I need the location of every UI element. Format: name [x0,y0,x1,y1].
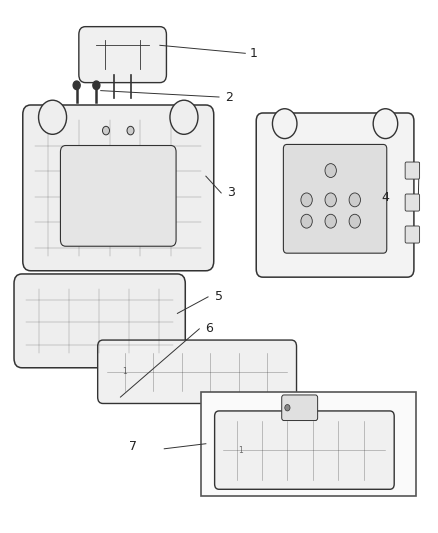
Circle shape [349,214,360,228]
Circle shape [285,405,290,411]
FancyBboxPatch shape [282,395,318,421]
FancyBboxPatch shape [201,392,416,496]
Circle shape [349,193,360,207]
FancyBboxPatch shape [14,274,185,368]
FancyBboxPatch shape [283,144,387,253]
Circle shape [325,164,336,177]
Circle shape [301,193,312,207]
Text: 7: 7 [129,440,137,453]
Circle shape [325,193,336,207]
Text: 2: 2 [226,91,233,103]
Circle shape [127,126,134,135]
Circle shape [325,214,336,228]
Circle shape [39,100,67,134]
FancyBboxPatch shape [405,226,420,243]
Circle shape [301,214,312,228]
Text: 4: 4 [381,191,389,204]
Circle shape [73,81,80,90]
Text: 1: 1 [250,47,258,60]
Circle shape [272,109,297,139]
FancyBboxPatch shape [215,411,394,489]
FancyBboxPatch shape [60,146,176,246]
FancyBboxPatch shape [405,194,420,211]
Circle shape [93,81,100,90]
Circle shape [373,109,398,139]
Text: 5: 5 [215,290,223,303]
Text: 3: 3 [227,187,235,199]
Text: 1: 1 [123,367,127,376]
Text: 1: 1 [239,446,243,455]
Circle shape [102,126,110,135]
Circle shape [170,100,198,134]
FancyBboxPatch shape [256,113,414,277]
FancyBboxPatch shape [98,340,297,403]
FancyBboxPatch shape [79,27,166,83]
Text: 6: 6 [205,322,213,335]
FancyBboxPatch shape [23,105,214,271]
FancyBboxPatch shape [405,162,420,179]
